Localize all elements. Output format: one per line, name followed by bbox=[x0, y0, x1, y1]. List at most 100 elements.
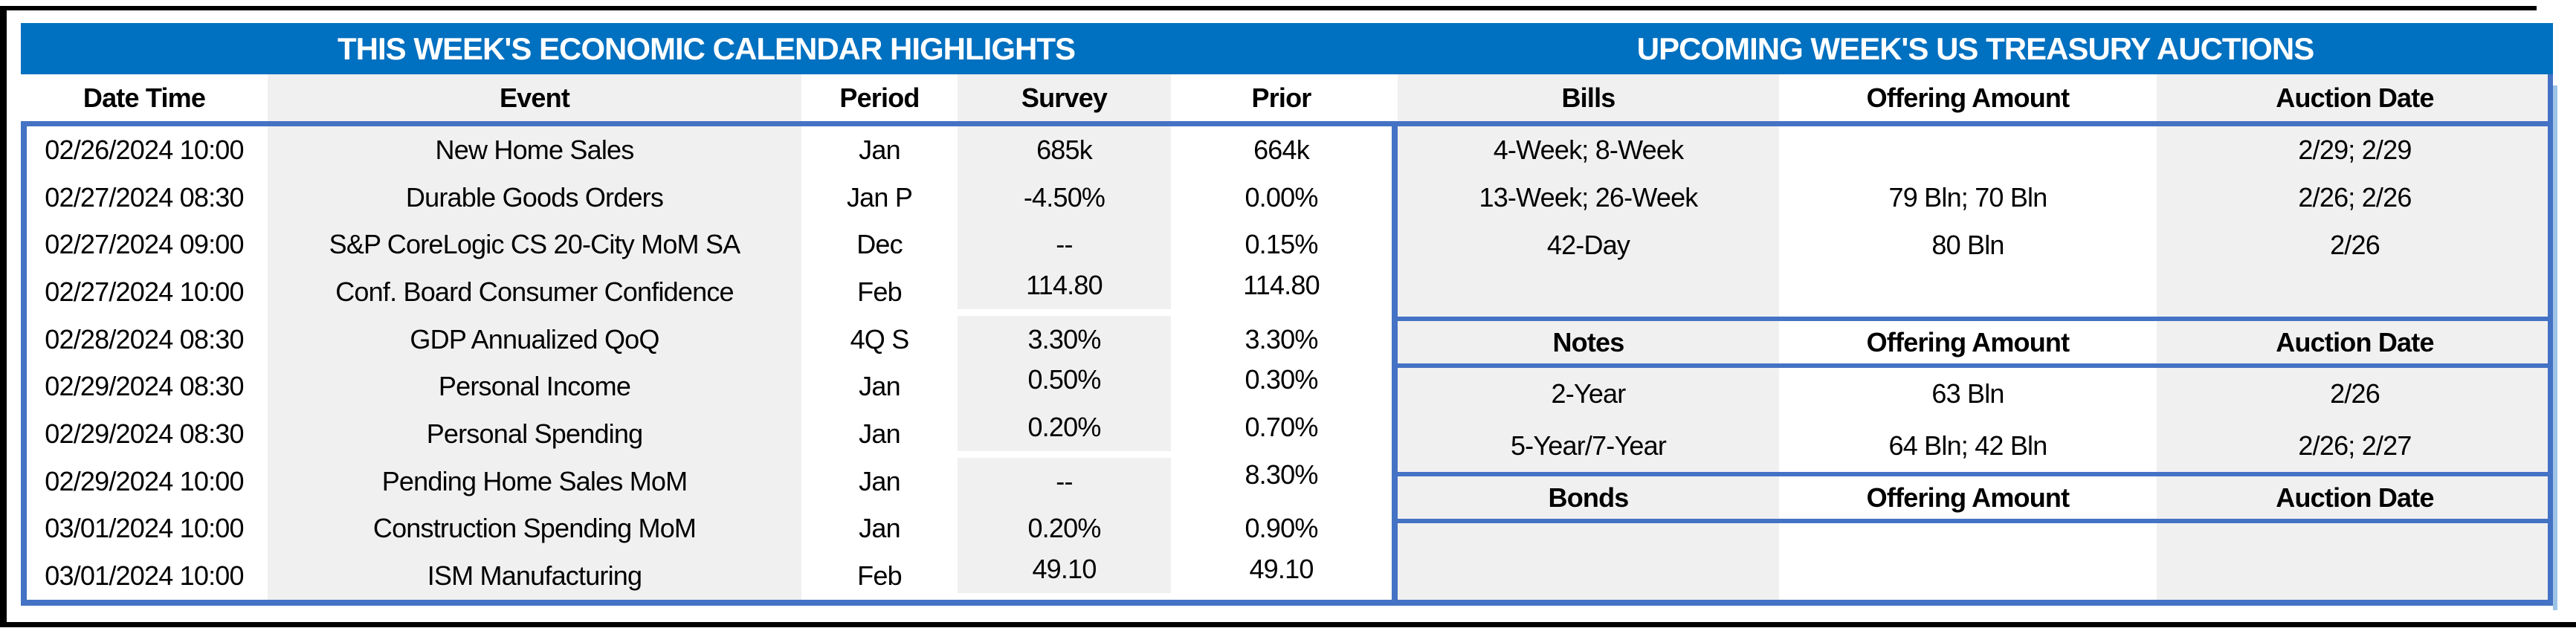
notes-row: 5-Year/7-Year 64 Bln; 42 Bln 2/26; 2/27 bbox=[1398, 420, 2553, 472]
cell-offering-amount bbox=[1779, 269, 2157, 317]
header-separator-line bbox=[21, 121, 2553, 126]
table-row: 02/29/2024 08:30 Personal Income Jan 0.5… bbox=[21, 356, 1392, 411]
section-separator-line bbox=[1398, 519, 2553, 523]
cell-offering-amount: 80 Bln bbox=[1779, 221, 2157, 269]
table-row: 02/26/2024 10:00 New Home Sales Jan 685k… bbox=[21, 126, 1392, 174]
column-header-row: Date Time Event Period Survey Prior Bill… bbox=[21, 74, 2553, 121]
cell-period: Feb bbox=[801, 268, 958, 316]
section-separator-line bbox=[1398, 363, 2553, 368]
cell-prior: 49.10 bbox=[1171, 546, 1392, 593]
cell-event: Personal Income bbox=[268, 363, 801, 411]
col-header-auction-date: Auction Date bbox=[2157, 476, 2553, 519]
cell-prior: 664k bbox=[1171, 126, 1392, 174]
table-bottom-border bbox=[21, 600, 2553, 606]
cell-offering-amount bbox=[1779, 523, 2157, 600]
cell-prior: 0.70% bbox=[1171, 404, 1392, 451]
economic-calendar-title: THIS WEEK'S ECONOMIC CALENDAR HIGHLIGHTS bbox=[338, 31, 1076, 66]
cell-security: 42-Day bbox=[1398, 221, 1779, 269]
cell-survey: -4.50% bbox=[958, 173, 1171, 221]
cell-survey: 3.30% bbox=[958, 315, 1171, 363]
col-header-event: Event bbox=[268, 74, 801, 121]
table-row: 03/01/2024 10:00 Construction Spending M… bbox=[21, 505, 1392, 553]
cell-security: 13-Week; 26-Week bbox=[1398, 174, 1779, 221]
cell-survey: 0.20% bbox=[958, 404, 1171, 451]
cell-auction-date: 2/26; 2/27 bbox=[2157, 420, 2553, 472]
outer-frame-left bbox=[0, 6, 7, 627]
cell-prior: 8.30% bbox=[1171, 450, 1392, 499]
cell-survey: 0.50% bbox=[958, 356, 1171, 404]
table-left-border bbox=[21, 121, 27, 606]
table-row: 02/28/2024 08:30 GDP Annualized QoQ 4Q S… bbox=[21, 315, 1392, 363]
cell-survey: -- bbox=[958, 457, 1171, 505]
cell-date-time: 02/27/2024 08:30 bbox=[21, 173, 268, 221]
report-sheet: THIS WEEK'S ECONOMIC CALENDAR HIGHLIGHTS… bbox=[21, 23, 2557, 610]
col-header-auction-date: Auction Date bbox=[2157, 74, 2553, 121]
cell-auction-date: 2/26 bbox=[2157, 368, 2553, 420]
cell-period: Jan bbox=[801, 363, 958, 411]
cell-auction-date bbox=[2157, 269, 2553, 317]
cell-offering-amount bbox=[1779, 126, 2157, 174]
cell-auction-date: 2/29; 2/29 bbox=[2157, 126, 2553, 174]
col-header-offering-amount: Offering Amount bbox=[1779, 476, 2157, 519]
col-header-survey: Survey bbox=[958, 74, 1171, 121]
notes-header-row: Notes Offering Amount Auction Date bbox=[1398, 321, 2553, 363]
cell-prior: 0.15% bbox=[1171, 221, 1392, 269]
table-row: 02/29/2024 10:00 Pending Home Sales MoM … bbox=[21, 450, 1392, 505]
cell-prior: 0.30% bbox=[1171, 356, 1392, 404]
table-right-border bbox=[2548, 74, 2553, 606]
cell-period: Jan bbox=[801, 505, 958, 553]
cell-date-time: 02/29/2024 08:30 bbox=[21, 363, 268, 411]
col-header-date-time: Date Time bbox=[21, 74, 268, 121]
cell-auction-date: 2/26; 2/26 bbox=[2157, 174, 2553, 221]
section-separator-line bbox=[1398, 472, 2553, 476]
cell-auction-date: 2/26 bbox=[2157, 221, 2553, 269]
treasury-auctions-table: 4-Week; 8-Week 2/29; 2/29 13-Week; 26-We… bbox=[1398, 126, 2553, 600]
cell-period: Jan bbox=[801, 410, 958, 458]
cell-survey: 114.80 bbox=[958, 262, 1171, 309]
cell-period: 4Q S bbox=[801, 315, 958, 363]
cell-survey: -- bbox=[958, 221, 1171, 269]
section-separator-line bbox=[1398, 317, 2553, 321]
table-row: 02/27/2024 10:00 Conf. Board Consumer Co… bbox=[21, 262, 1392, 316]
table-row: 02/29/2024 08:30 Personal Spending Jan 0… bbox=[21, 404, 1392, 458]
cell-offering-amount: 64 Bln; 42 Bln bbox=[1779, 420, 2157, 472]
cell-security bbox=[1398, 523, 1779, 600]
title-band: THIS WEEK'S ECONOMIC CALENDAR HIGHLIGHTS… bbox=[21, 23, 2553, 74]
cell-date-time: 03/01/2024 10:00 bbox=[21, 552, 268, 600]
bills-row-empty bbox=[1398, 269, 2553, 317]
cell-period: Dec bbox=[801, 221, 958, 269]
col-header-auction-date: Auction Date bbox=[2157, 321, 2553, 363]
cell-auction-date bbox=[2157, 523, 2553, 600]
cell-prior: 0.90% bbox=[1171, 505, 1392, 553]
col-header-notes: Notes bbox=[1398, 321, 1779, 363]
treasury-auctions-title: UPCOMING WEEK'S US TREASURY AUCTIONS bbox=[1636, 31, 2315, 66]
cell-offering-amount: 63 Bln bbox=[1779, 368, 2157, 420]
cell-date-time: 02/27/2024 09:00 bbox=[21, 221, 268, 269]
cell-date-time: 02/27/2024 10:00 bbox=[21, 268, 268, 316]
table-row: 02/27/2024 09:00 S&P CoreLogic CS 20-Cit… bbox=[21, 221, 1392, 269]
bonds-row-empty bbox=[1398, 523, 2553, 600]
cell-event: S&P CoreLogic CS 20-City MoM SA bbox=[268, 221, 801, 269]
cell-date-time: 02/29/2024 08:30 bbox=[21, 410, 268, 458]
cell-event: Pending Home Sales MoM bbox=[268, 457, 801, 505]
bills-row: 4-Week; 8-Week 2/29; 2/29 bbox=[1398, 126, 2553, 174]
cell-period: Jan bbox=[801, 126, 958, 174]
col-header-period: Period bbox=[801, 74, 958, 121]
cell-period: Jan bbox=[801, 457, 958, 505]
outer-frame-top bbox=[0, 6, 2537, 10]
cell-survey: 0.20% bbox=[958, 505, 1171, 553]
notes-row: 2-Year 63 Bln 2/26 bbox=[1398, 368, 2553, 420]
cell-event: New Home Sales bbox=[268, 126, 801, 174]
table-divider-line bbox=[1392, 126, 1398, 600]
bills-row: 42-Day 80 Bln 2/26 bbox=[1398, 221, 2553, 269]
cell-offering-amount: 79 Bln; 70 Bln bbox=[1779, 174, 2157, 221]
cell-date-time: 02/26/2024 10:00 bbox=[21, 126, 268, 174]
col-header-prior: Prior bbox=[1171, 74, 1392, 121]
col-header-bonds: Bonds bbox=[1398, 476, 1779, 519]
cell-event: Construction Spending MoM bbox=[268, 505, 801, 553]
col-header-offering-amount: Offering Amount bbox=[1779, 321, 2157, 363]
cell-event: Personal Spending bbox=[268, 410, 801, 458]
cell-prior: 0.00% bbox=[1171, 173, 1392, 221]
col-header-offering-amount: Offering Amount bbox=[1779, 74, 2157, 121]
cell-security: 4-Week; 8-Week bbox=[1398, 126, 1779, 174]
